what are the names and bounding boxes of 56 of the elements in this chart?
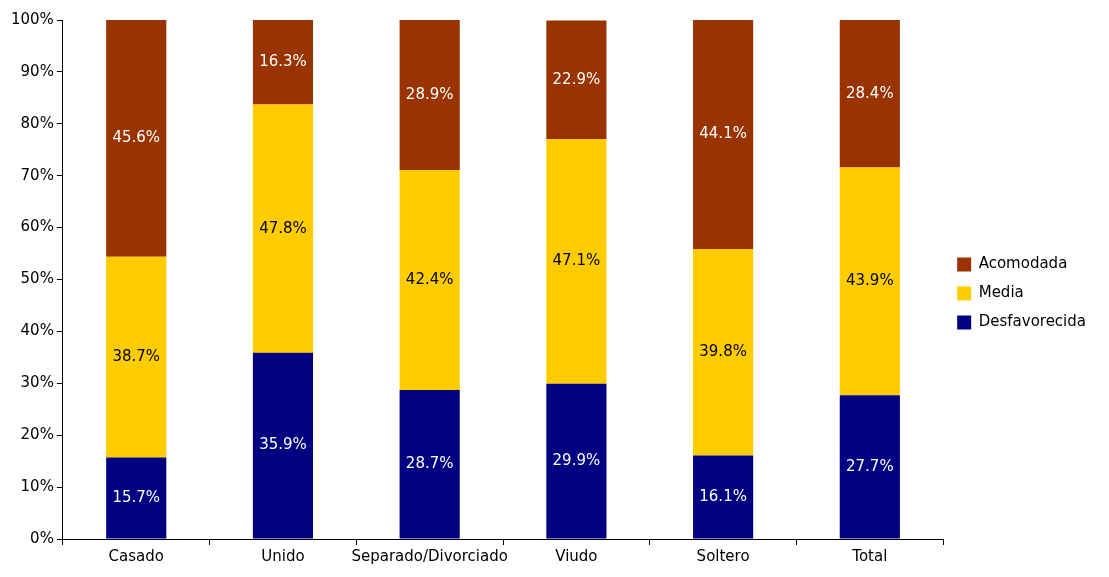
bar xyxy=(693,248,754,456)
y-tick-label: 60% xyxy=(20,217,54,236)
bar xyxy=(839,395,900,539)
x-tick-label: Casado xyxy=(108,546,164,565)
data-label: 27.7% xyxy=(846,456,894,475)
y-tick-label: 10% xyxy=(20,476,54,495)
data-label: 43.9% xyxy=(846,271,894,290)
y-tick-label: 100% xyxy=(10,9,54,28)
data-label: 44.1% xyxy=(699,124,747,143)
data-label: 29.9% xyxy=(552,451,601,470)
legend-label: Desfavorecida xyxy=(978,312,1087,331)
y-tick-label: 50% xyxy=(20,269,54,288)
y-tick-label: 40% xyxy=(20,321,54,340)
data-label: 28.4% xyxy=(846,83,894,102)
x-tick-label: Unido xyxy=(261,546,305,565)
y-tick-label: 30% xyxy=(20,373,54,392)
x-tick-label: Total xyxy=(851,546,888,565)
x-tick-label: Separado/Divorciado xyxy=(351,546,508,565)
bar xyxy=(546,20,607,140)
y-tick-label: 0% xyxy=(30,528,54,547)
bar xyxy=(399,20,460,170)
bar xyxy=(693,455,754,539)
bar xyxy=(399,169,460,391)
bar xyxy=(399,390,460,539)
bar xyxy=(546,139,607,384)
data-label: 28.9% xyxy=(405,84,454,103)
bar xyxy=(252,352,314,539)
data-label: 45.6% xyxy=(112,128,161,147)
bar xyxy=(252,20,314,105)
y-tick-label: 70% xyxy=(20,165,54,184)
data-label: 42.4% xyxy=(405,269,454,288)
bar xyxy=(693,20,754,249)
bar xyxy=(106,457,167,539)
bar xyxy=(252,104,314,353)
legend-label: Media xyxy=(978,283,1024,302)
data-label: 22.9% xyxy=(552,69,601,88)
data-label: 16.3% xyxy=(259,52,307,71)
data-label: 16.1% xyxy=(699,486,747,505)
x-tick-label: Soltero xyxy=(696,546,750,565)
data-label: 28.7% xyxy=(405,454,454,473)
data-label: 39.8% xyxy=(699,342,747,361)
data-label: 38.7% xyxy=(112,346,161,365)
bar xyxy=(546,383,607,539)
bar xyxy=(106,20,167,257)
data-label: 35.9% xyxy=(259,435,307,454)
data-label: 15.7% xyxy=(112,487,161,506)
legend-label: Acomodada xyxy=(978,254,1068,273)
data-label: 47.1% xyxy=(552,251,601,270)
x-tick-label: Viudo xyxy=(555,546,598,565)
y-tick-label: 90% xyxy=(20,61,54,80)
data-label: 47.8% xyxy=(259,218,307,237)
y-tick-label: 80% xyxy=(20,113,54,132)
bar xyxy=(839,167,900,396)
bar xyxy=(839,20,900,168)
bar xyxy=(106,256,167,458)
y-tick-label: 20% xyxy=(20,425,54,444)
